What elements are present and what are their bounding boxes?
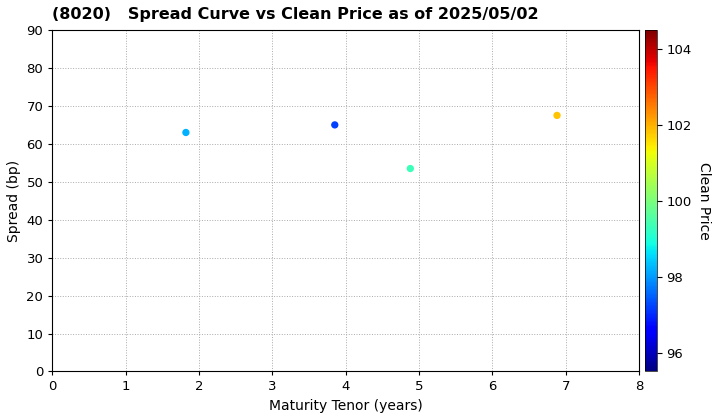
Point: [405, 165, 416, 172]
Point: [329, 121, 341, 128]
Y-axis label: Spread (bp): Spread (bp): [7, 160, 21, 242]
Point: [552, 112, 563, 119]
Point: [180, 129, 192, 136]
X-axis label: Maturity Tenor (years): Maturity Tenor (years): [269, 399, 423, 413]
Y-axis label: Clean Price: Clean Price: [697, 162, 711, 240]
Text: (8020)   Spread Curve vs Clean Price as of 2025/05/02: (8020) Spread Curve vs Clean Price as of…: [53, 7, 539, 22]
